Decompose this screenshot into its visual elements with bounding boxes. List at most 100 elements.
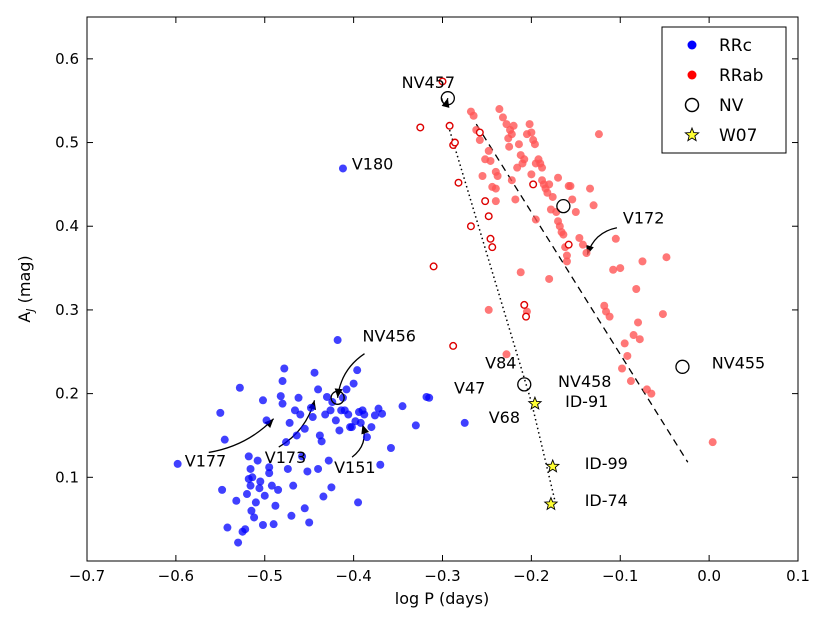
rrc-point bbox=[258, 396, 267, 405]
rrab-open-point bbox=[488, 243, 497, 252]
annotation-label: V84 bbox=[485, 354, 516, 373]
rrc-point bbox=[294, 393, 303, 402]
rrab-point bbox=[511, 195, 520, 204]
y-tick-label: 0.3 bbox=[55, 301, 79, 319]
rrc-point bbox=[235, 383, 244, 392]
legend-rrc-marker bbox=[687, 40, 697, 50]
rrab-point bbox=[552, 208, 561, 217]
legend-rrab-label: RRab bbox=[719, 66, 763, 86]
rrab-point bbox=[589, 201, 598, 210]
rrc-point bbox=[370, 411, 379, 420]
rrab-point bbox=[507, 130, 516, 139]
x-tick-label: −0.4 bbox=[335, 567, 371, 585]
rrab-point bbox=[632, 285, 641, 293]
legend-w07-marker bbox=[684, 126, 700, 142]
rrab-point bbox=[495, 105, 504, 114]
rrab-point bbox=[525, 120, 534, 129]
rrab-open-point bbox=[484, 212, 493, 221]
rrc-point bbox=[283, 464, 292, 473]
rrc-point bbox=[335, 426, 344, 435]
rrc-point bbox=[173, 459, 182, 468]
rrc-point bbox=[253, 456, 262, 465]
rrab-point bbox=[571, 208, 580, 217]
rrc-point bbox=[278, 399, 287, 408]
rrc-point bbox=[282, 438, 291, 447]
rrab-point bbox=[530, 140, 539, 149]
rrc-point bbox=[280, 364, 289, 373]
rrab-point bbox=[623, 351, 632, 360]
rrc-point bbox=[218, 485, 227, 494]
rrab-point bbox=[514, 140, 523, 149]
rrc-point bbox=[232, 496, 241, 505]
rrab-point bbox=[469, 111, 478, 120]
x-axis-label: log P (days) bbox=[395, 589, 489, 608]
rrab-point bbox=[562, 257, 571, 266]
y-axis-label-unit: (mag) bbox=[15, 255, 34, 308]
rrab-point bbox=[582, 249, 591, 258]
rrab-point bbox=[575, 233, 584, 242]
rrc-point bbox=[258, 521, 267, 530]
y-axis-label-sub: J bbox=[24, 308, 37, 313]
data-points bbox=[173, 77, 717, 547]
rrc-point bbox=[306, 403, 315, 412]
rrc-point bbox=[260, 491, 269, 500]
annotation-label: V177 bbox=[185, 451, 226, 470]
annotation-label: ID-74 bbox=[585, 491, 628, 510]
y-tick-label: 0.2 bbox=[55, 385, 79, 403]
rrc-point bbox=[296, 410, 305, 419]
rrab-point bbox=[507, 176, 516, 185]
rrc-point bbox=[331, 416, 340, 425]
rrab-open-point bbox=[529, 180, 538, 189]
rrc-point bbox=[244, 474, 253, 483]
rrc-point bbox=[314, 464, 323, 473]
rrc-point bbox=[300, 424, 309, 433]
rrc-point bbox=[411, 421, 420, 430]
rrab-point bbox=[531, 215, 540, 224]
legend-nv-label: NV bbox=[719, 96, 744, 116]
rrab-point bbox=[548, 192, 557, 201]
rrc-point bbox=[310, 368, 319, 377]
annotation-label: V172 bbox=[623, 209, 664, 228]
rrc-point bbox=[267, 481, 276, 490]
rrc-point bbox=[349, 379, 358, 388]
rrab-point bbox=[502, 350, 511, 359]
legend: RRc RRab NV W07 bbox=[661, 26, 787, 154]
rrc-point bbox=[308, 413, 317, 422]
rrc-point bbox=[274, 485, 283, 494]
annotation-label: V47 bbox=[454, 379, 485, 398]
legend-rrc-label: RRc bbox=[719, 36, 752, 56]
rrc-point bbox=[250, 513, 259, 522]
annotation-label: NV456 bbox=[363, 327, 416, 346]
rrab-point bbox=[611, 234, 620, 243]
nv-point bbox=[440, 91, 455, 106]
x-tick-label: −0.2 bbox=[513, 567, 549, 585]
rrc-point bbox=[322, 392, 331, 401]
rrab-point bbox=[635, 335, 644, 344]
rrc-point bbox=[342, 385, 351, 394]
annotation-label: V151 bbox=[334, 458, 375, 477]
rrab-open-point bbox=[450, 138, 459, 147]
rrc-point bbox=[327, 483, 336, 492]
rrab-point bbox=[545, 274, 554, 283]
annotation-label: ID-99 bbox=[585, 454, 628, 473]
rrc-point bbox=[376, 460, 385, 469]
rrab-point bbox=[491, 197, 500, 206]
rrc-point bbox=[251, 498, 260, 507]
rrc-point bbox=[276, 392, 285, 401]
rrab-point bbox=[647, 389, 656, 398]
rrab-open-point bbox=[429, 262, 438, 271]
rrc-point bbox=[287, 511, 296, 520]
x-tick-label: −0.7 bbox=[69, 567, 105, 585]
rrc-point bbox=[354, 498, 363, 507]
rrab-point bbox=[491, 184, 500, 193]
rrab-point bbox=[478, 172, 487, 181]
y-axis-label-main: A bbox=[15, 312, 34, 323]
rrab-point bbox=[620, 339, 629, 348]
annotation-label: V180 bbox=[352, 154, 393, 173]
nv-point bbox=[675, 359, 690, 374]
rrab-point bbox=[594, 130, 603, 139]
rrc-point bbox=[398, 402, 407, 411]
rrab-point bbox=[626, 377, 635, 386]
rrc-point bbox=[246, 464, 255, 473]
w07-point bbox=[543, 496, 559, 511]
